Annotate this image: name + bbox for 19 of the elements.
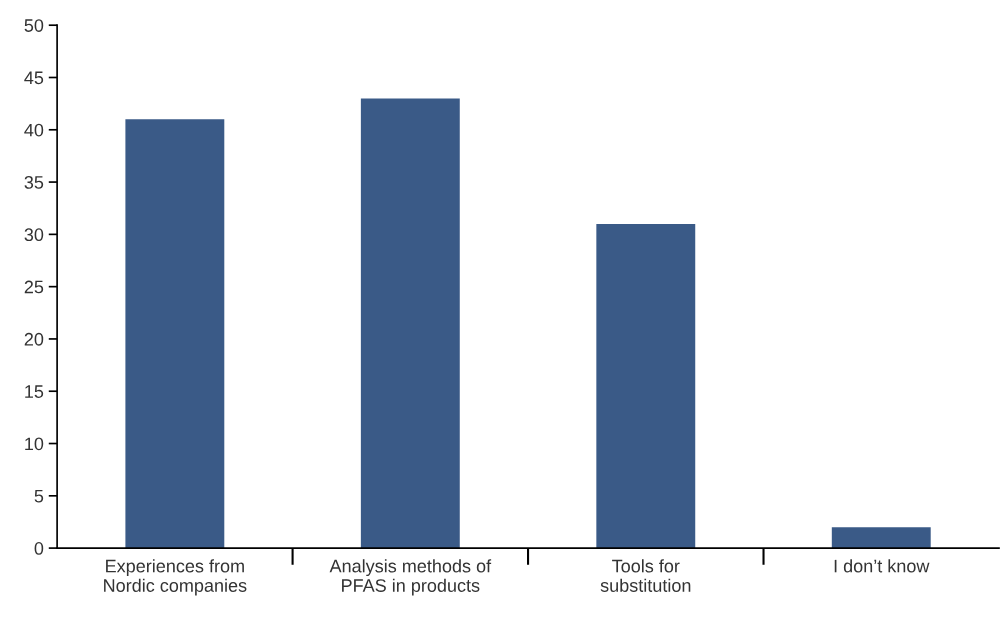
bar — [125, 119, 225, 549]
y-tick-label: 5 — [34, 489, 44, 503]
y-tick-label: 50 — [24, 19, 44, 32]
bar — [596, 223, 696, 549]
y-tick-label: 45 — [24, 71, 44, 85]
x-tick-label: I don’t know — [834, 559, 930, 573]
y-tick-label: 35 — [24, 176, 44, 189]
y-tick-label: 30 — [24, 228, 44, 242]
bar — [831, 527, 931, 549]
bar — [360, 98, 460, 549]
y-tick-label: 20 — [24, 332, 44, 346]
x-tick-label: Experiences from Nordic companies — [104, 559, 247, 596]
x-tick-label: Analysis methods of PFAS in products — [329, 559, 492, 596]
y-tick-label: 40 — [24, 123, 44, 137]
y-tick-label: 0 — [34, 542, 44, 555]
y-tick-label: 25 — [24, 280, 44, 294]
y-tick-label: 15 — [25, 385, 44, 398]
y-tick-label: 10 — [25, 437, 44, 451]
x-tick-label: Tools for substitution — [600, 559, 691, 592]
